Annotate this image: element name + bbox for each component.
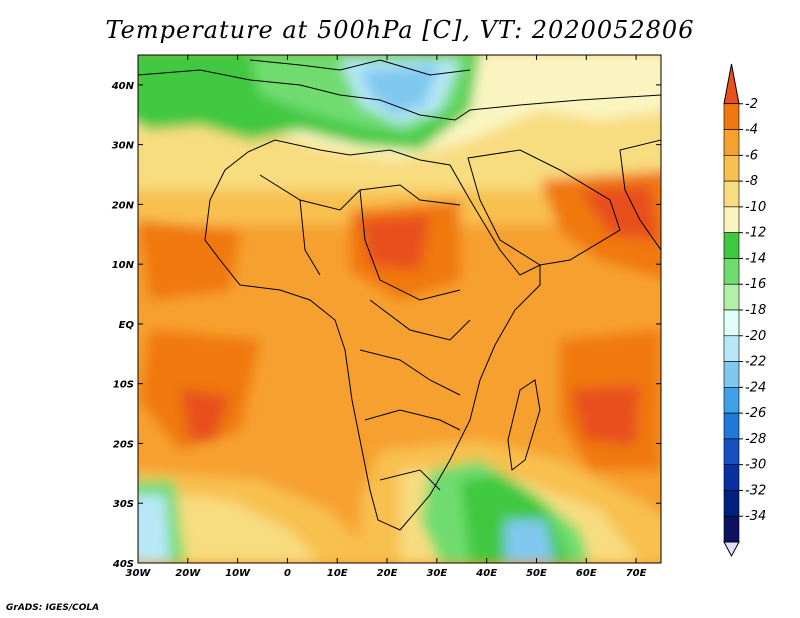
- colorbar-swatch: [723, 309, 740, 337]
- lat-label: 40S: [112, 559, 134, 570]
- colorbar-swatch: [723, 464, 740, 491]
- colorbar-swatch: [723, 180, 740, 208]
- colorbar-label: -2: [745, 97, 758, 112]
- map-title: Temperature at 500hPa [C], VT: 202005280…: [105, 16, 695, 44]
- lon-label: 0: [284, 568, 291, 579]
- colorbar-label: -6: [745, 148, 758, 163]
- colorbar-swatch: [723, 232, 740, 259]
- colorbar-label: -10: [745, 200, 766, 215]
- colorbar-swatch: [723, 283, 740, 311]
- lat-label: 10N: [112, 260, 135, 271]
- credit-label: GrADS: IGES/COLA: [6, 603, 100, 613]
- colorbar-label: -34: [745, 509, 766, 524]
- lon-label: 20W: [175, 568, 201, 579]
- lat-label: 30N: [112, 141, 135, 152]
- colorbar-swatch: [723, 335, 740, 362]
- colorbar-label: -30: [745, 458, 766, 473]
- lat-label: 30S: [113, 499, 134, 510]
- lat-label: 40N: [111, 81, 135, 92]
- colorbar-label: -4: [745, 123, 758, 138]
- colorbar-label: -8: [745, 174, 758, 189]
- colorbar-swatch: [723, 515, 740, 543]
- colorbar-swatch: [723, 155, 740, 182]
- longitude-axis: 30W 20W 10W 0 10E 20E 30E 40E 50E 60E 70E: [126, 55, 647, 579]
- colorbar-swatch: [723, 490, 740, 517]
- latitude-axis: 40N 30N 20N 10N EQ 10S 20S 30S 40S: [111, 81, 661, 570]
- lon-label: 70E: [626, 568, 647, 579]
- colorbar-swatch: [723, 129, 740, 156]
- colorbar-label: -20: [745, 329, 766, 344]
- colorbar-label: -32: [745, 483, 766, 498]
- map-frame: [137, 54, 662, 564]
- colorbar: -2 -4 -6 -8 -10 -12 -14 -16 -18 -20 -22 -24 -26 -28 -3…: [723, 63, 766, 558]
- lat-label: EQ: [119, 320, 135, 331]
- colorbar-swatch: [723, 438, 740, 465]
- colorbar-label: -18: [745, 303, 766, 318]
- colorbar-swatch: [723, 103, 740, 130]
- colorbar-label: -24: [745, 380, 766, 395]
- lat-label: 20N: [112, 200, 135, 211]
- lon-label: 10W: [225, 568, 251, 579]
- lat-label: 10S: [113, 380, 134, 391]
- lon-label: 50E: [526, 568, 547, 579]
- colorbar-swatch: [723, 412, 740, 440]
- colorbar-swatch: [723, 206, 740, 233]
- temperature-field: [138, 55, 661, 563]
- colorbar-swatch: [723, 258, 740, 285]
- colorbar-overflow-low: [723, 541, 740, 558]
- colorbar-label: -28: [745, 432, 766, 447]
- colorbar-swatch: [723, 387, 740, 414]
- colorbar-label: -14: [745, 251, 766, 266]
- lon-label: 20E: [377, 568, 398, 579]
- lon-label: 30W: [126, 568, 152, 579]
- lon-label: 30E: [426, 568, 447, 579]
- lon-label: 60E: [576, 568, 597, 579]
- lat-label: 20S: [113, 439, 134, 450]
- colorbar-label: -16: [745, 277, 766, 292]
- lon-label: 40E: [475, 568, 497, 579]
- colorbar-label: -26: [745, 406, 766, 421]
- colorbar-label: -12: [745, 226, 766, 241]
- colorbar-swatch: [723, 361, 740, 388]
- colorbar-overflow-high: [723, 63, 740, 105]
- coastlines: [138, 59, 661, 531]
- lon-label: 10E: [327, 568, 348, 579]
- colorbar-label: -22: [745, 355, 766, 370]
